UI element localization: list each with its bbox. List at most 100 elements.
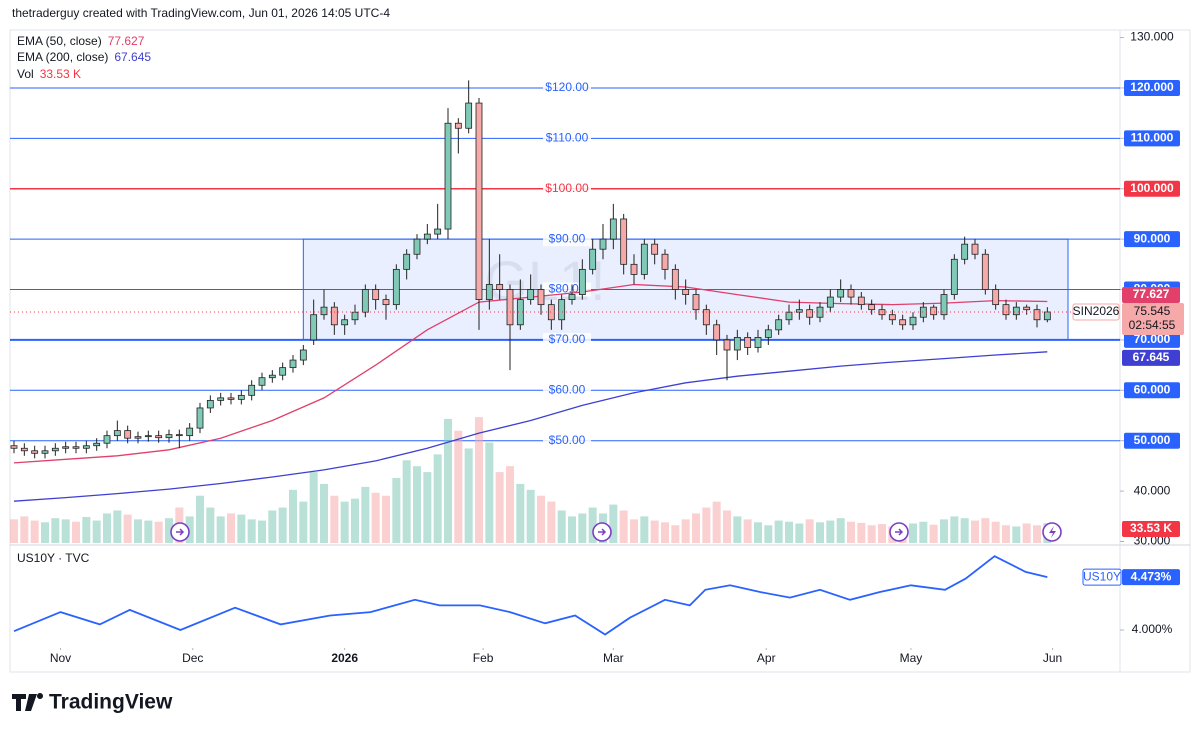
volume-bar — [103, 513, 111, 543]
volume-bar — [630, 519, 638, 543]
level-label: $90.00 — [549, 231, 586, 245]
volume-bar — [144, 520, 153, 543]
volume-bar — [134, 519, 142, 543]
candle-body — [175, 434, 183, 437]
candle-body — [527, 289, 535, 301]
countdown: 02:54:55 — [1129, 318, 1176, 332]
candle-body — [992, 289, 1000, 306]
volume-bar — [289, 489, 297, 543]
last-price: 75.545 — [1134, 304, 1171, 318]
volume-bar — [506, 466, 514, 543]
level-label-bg — [543, 232, 591, 247]
candle-body — [568, 294, 576, 301]
y-tick-badge — [1124, 79, 1180, 96]
candle-body — [589, 248, 597, 270]
volume-bar — [847, 521, 855, 543]
candle-body — [310, 314, 318, 341]
volume-bar — [113, 510, 122, 543]
volume-bar — [526, 489, 535, 543]
candle-body — [496, 284, 504, 290]
candle-body — [795, 309, 803, 313]
volume-bar — [785, 521, 793, 543]
candle-body — [692, 294, 700, 311]
symbol-badge: SIN2026 — [1073, 304, 1120, 318]
candle-body — [444, 122, 452, 230]
volume-bar — [671, 525, 680, 543]
candle-body — [403, 253, 411, 270]
y-tick-label: 110.000 — [1131, 131, 1174, 145]
candle-body — [62, 446, 70, 449]
candle-body — [950, 258, 958, 295]
us10y-symbol: US10Y — [1083, 569, 1121, 583]
candle-body — [155, 435, 163, 439]
volume-bar — [41, 522, 49, 543]
ema-line — [13, 351, 1048, 502]
candle-body — [361, 289, 369, 313]
candle-body — [547, 304, 555, 321]
candle-body — [630, 263, 638, 275]
volume-bar — [123, 514, 132, 543]
volume-bar — [165, 518, 173, 543]
volume-bar — [495, 472, 504, 543]
volume-bar — [557, 510, 566, 543]
panel2-title: US10Y · TVC — [17, 551, 90, 565]
candle-body — [113, 430, 121, 437]
volume-bar — [836, 518, 845, 543]
us10y-symbol-bg — [1082, 568, 1122, 586]
candle-body — [82, 445, 90, 449]
candle-body — [620, 218, 628, 265]
y-tick-badge — [1124, 331, 1180, 348]
volume-bar — [816, 522, 824, 543]
candle-body — [392, 268, 400, 306]
y-tick-badge — [1124, 382, 1180, 399]
candle-body — [919, 306, 927, 318]
volume-bar — [723, 510, 731, 543]
volume-bar — [340, 501, 349, 543]
volume-bar — [568, 516, 576, 543]
candle-body — [837, 289, 845, 298]
volume-bar — [30, 520, 39, 543]
ema200-badge-bg — [1122, 349, 1180, 366]
volume-bar — [330, 495, 339, 543]
candle-body — [41, 450, 49, 454]
volume-bar — [227, 513, 235, 543]
candle-body — [806, 309, 814, 318]
candle-body — [103, 435, 111, 444]
header: thetraderguy created with TradingView.co… — [12, 6, 390, 20]
candle-body — [423, 233, 431, 240]
candle-body — [413, 238, 421, 255]
volume-bar — [640, 516, 649, 543]
candle-body — [1043, 311, 1051, 321]
legend-name: EMA (200, close) — [17, 50, 108, 64]
us10y-badge: 4.473% — [1131, 569, 1172, 583]
volume-bar — [216, 516, 225, 543]
candle-body — [857, 296, 865, 306]
candle-body — [578, 268, 586, 295]
candle-body — [1023, 306, 1031, 311]
y-tick-label: 50.000 — [1134, 433, 1171, 447]
volume-bar — [1033, 525, 1041, 543]
x-tick-label: Jun — [1043, 651, 1062, 665]
volume-bar — [247, 519, 256, 543]
volume-bar — [1002, 525, 1010, 543]
volume-bar — [692, 513, 700, 543]
volume-bar — [433, 454, 442, 543]
candle-body — [775, 319, 783, 331]
candle-body — [868, 304, 876, 311]
candle-body — [289, 359, 297, 369]
us10y-line — [13, 555, 1048, 636]
level-label: $60.00 — [549, 382, 586, 396]
volume-bar — [185, 516, 194, 543]
candle-body — [144, 435, 152, 438]
level-label-bg — [543, 332, 591, 347]
volume-bar — [392, 478, 401, 543]
level-label: $100.00 — [545, 181, 589, 195]
x-tick-label: Feb — [473, 651, 494, 665]
volume-bar — [681, 519, 690, 543]
volume-bar — [960, 518, 969, 543]
volume-bar — [320, 483, 328, 543]
candle-body — [217, 397, 225, 401]
candle-body — [506, 289, 514, 326]
candle-body — [237, 394, 245, 400]
candle-body — [661, 253, 669, 270]
